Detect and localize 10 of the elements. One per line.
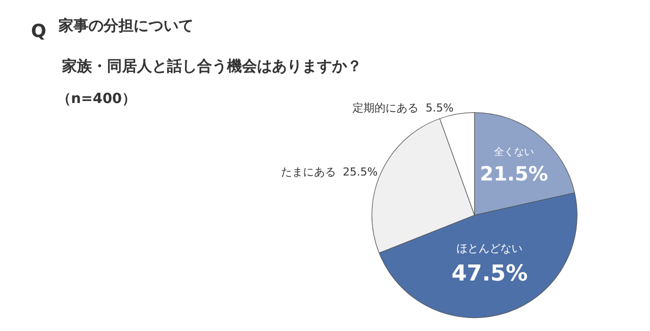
text: （n=400）: [57, 91, 136, 107]
slice-label: 全くない: [494, 146, 534, 158]
text: 家事の分担について: [58, 16, 194, 34]
slice-label: 定期的にある 5.5%: [352, 101, 454, 114]
text: Q: [31, 21, 46, 42]
slice-label: ほとんどない: [456, 242, 523, 255]
data-label: 21.5%: [480, 162, 548, 186]
chart-subtitle: 家族・同居人と話し合う機会はありますか？: [61, 57, 362, 75]
data-label: 47.5%: [451, 262, 528, 287]
slice-label: たまにある 25.5%: [280, 165, 378, 178]
